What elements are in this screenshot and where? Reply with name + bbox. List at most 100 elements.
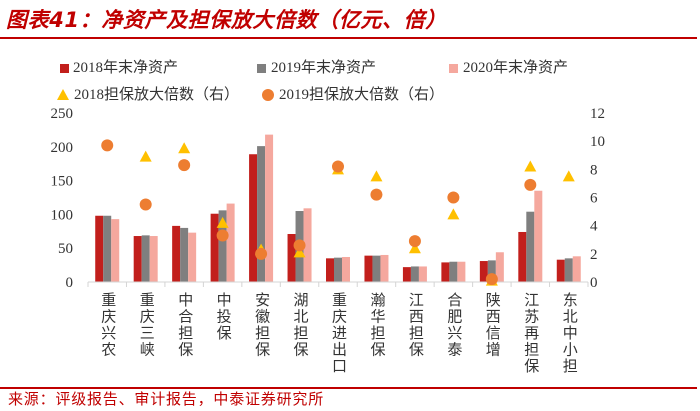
marker-2018-guarantee-multiple-9 — [447, 208, 460, 220]
bar-2019-net-assets-4 — [257, 146, 266, 282]
bar-2019-net-assets-9 — [449, 261, 458, 282]
marker-2019-guarantee-multiple-2 — [178, 159, 191, 172]
legend-swatch-2018-net-assets — [60, 64, 69, 73]
legend-label-2018-net-assets: 2018年末净资产 — [73, 60, 179, 76]
y-right-tick-label-6: 12 — [590, 106, 605, 122]
bar-2020-net-assets-8 — [418, 266, 427, 282]
marker-2018-guarantee-multiple-3 — [216, 216, 229, 228]
bar-2019-net-assets-3 — [218, 210, 227, 282]
category-label-9: 合肥兴泰 — [445, 292, 462, 358]
bar-2019-net-assets-11 — [526, 211, 535, 282]
category-label-6: 重庆进出口 — [330, 292, 346, 375]
category-label-7: 瀚华担保 — [368, 292, 385, 358]
marker-2019-guarantee-multiple-3 — [216, 229, 229, 242]
category-label-4: 安徽担保 — [253, 292, 270, 358]
bar-2020-net-assets-5 — [303, 208, 312, 282]
marker-2018-guarantee-multiple-7 — [370, 170, 383, 182]
bar-2018-net-assets-6 — [326, 258, 334, 282]
category-label-11: 江苏再担保 — [522, 292, 539, 375]
bar-2018-net-assets-11 — [518, 231, 527, 282]
bar-2019-net-assets-10 — [487, 260, 496, 282]
bar-2019-net-assets-8 — [410, 266, 419, 282]
bar-2019-net-assets-12 — [564, 258, 573, 282]
bar-2020-net-assets-7 — [380, 254, 389, 282]
marker-2019-guarantee-multiple-4 — [255, 247, 268, 260]
bar-2019-net-assets-7 — [372, 255, 381, 282]
bar-2020-net-assets-1 — [149, 236, 158, 282]
bar-2018-net-assets-0 — [95, 215, 104, 282]
category-label-10: 陕西信增 — [483, 292, 500, 358]
marker-2018-guarantee-multiple-5 — [293, 246, 306, 258]
bar-2020-net-assets-2 — [188, 232, 197, 282]
bar-2019-net-assets-6 — [334, 257, 342, 282]
category-label-2: 中合担保 — [176, 292, 193, 358]
legend-swatch-2020-net-assets — [449, 64, 458, 73]
bar-2018-net-assets-3 — [210, 213, 219, 282]
y-right-tick-label-4: 8 — [590, 162, 598, 178]
marker-2018-guarantee-multiple-12 — [562, 170, 575, 182]
bar-2020-net-assets-12 — [572, 256, 581, 282]
y-right-tick-label-1: 2 — [590, 247, 598, 263]
y-left-tick-label-5: 250 — [51, 106, 74, 122]
bar-2020-net-assets-10 — [495, 252, 504, 282]
y-right-tick-label-0: 0 — [590, 275, 598, 291]
bar-2020-net-assets-0 — [111, 219, 120, 282]
category-label-1: 重庆三峡 — [137, 292, 154, 358]
legend-label-2020-net-assets: 2020年末净资产 — [463, 60, 569, 76]
legend-label-2019-net-assets: 2019年末净资产 — [271, 60, 377, 76]
marker-2019-guarantee-multiple-6 — [332, 160, 344, 173]
bar-2018-net-assets-1 — [133, 236, 142, 282]
legend-label-2018-multiple: 2018担保放大倍数（右） — [74, 87, 240, 103]
category-label-12: 东北中小担 — [560, 292, 577, 375]
bar-2018-net-assets-9 — [441, 262, 450, 282]
bar-2018-net-assets-7 — [364, 255, 373, 282]
bar-2018-net-assets-5 — [287, 234, 296, 282]
marker-2019-guarantee-multiple-5 — [293, 239, 306, 252]
y-right-tick-label-5: 10 — [590, 134, 605, 150]
title-underline — [0, 37, 697, 39]
bar-2018-net-assets-2 — [172, 225, 181, 282]
source-divider — [0, 387, 697, 389]
bar-2020-net-assets-3 — [226, 203, 235, 282]
marker-2019-guarantee-multiple-9 — [447, 191, 460, 204]
bar-2019-net-assets-0 — [103, 215, 112, 282]
legend-label-2019-multiple: 2019担保放大倍数（右） — [279, 87, 445, 103]
legend-triangle-icon-2018-multiple — [57, 89, 69, 100]
bar-2020-net-assets-6 — [342, 256, 350, 282]
y-left-tick-label-3: 150 — [51, 174, 74, 190]
marker-2019-guarantee-multiple-11 — [524, 178, 537, 191]
marker-2019-guarantee-multiple-10 — [485, 273, 498, 286]
bar-2018-net-assets-10 — [479, 261, 488, 282]
y-left-tick-label-4: 200 — [51, 140, 74, 156]
category-label-0: 重庆兴农 — [99, 292, 116, 358]
bar-2020-net-assets-11 — [534, 190, 543, 282]
marker-2019-guarantee-multiple-8 — [408, 235, 421, 248]
marker-2019-guarantee-multiple-0 — [101, 139, 114, 152]
category-label-3: 中投保 — [214, 292, 231, 342]
y-left-tick-label-0: 0 — [66, 275, 74, 291]
bar-2018-net-assets-4 — [249, 154, 258, 282]
y-right-tick-label-2: 4 — [590, 219, 598, 235]
chart-title: 图表41：净资产及担保放大倍数（亿元、倍） — [6, 8, 447, 32]
bar-2020-net-assets-4 — [265, 134, 274, 282]
legend-circle-icon-2019-multiple — [262, 89, 274, 101]
y-right-tick-label-3: 6 — [590, 191, 598, 207]
marker-2019-guarantee-multiple-7 — [370, 188, 383, 201]
source-note: 来源：评级报告、审计报告，中泰证券研究所 — [8, 392, 325, 408]
bar-2020-net-assets-9 — [457, 261, 466, 282]
y-left-tick-label-2: 100 — [51, 207, 74, 223]
marker-2019-guarantee-multiple-1 — [139, 198, 152, 211]
bar-2019-net-assets-1 — [141, 235, 150, 282]
marker-2018-guarantee-multiple-8 — [408, 242, 421, 254]
bar-2018-net-assets-8 — [402, 267, 411, 282]
bar-2018-net-assets-12 — [556, 259, 565, 282]
marker-2018-guarantee-multiple-2 — [178, 142, 191, 154]
marker-2018-guarantee-multiple-1 — [139, 150, 152, 162]
bar-2019-net-assets-2 — [180, 227, 189, 282]
marker-2018-guarantee-multiple-11 — [524, 160, 537, 172]
category-label-5: 湖北担保 — [291, 292, 308, 358]
y-left-tick-label-1: 50 — [58, 241, 73, 257]
legend-swatch-2019-net-assets — [257, 64, 266, 73]
category-label-8: 江西担保 — [406, 292, 423, 358]
